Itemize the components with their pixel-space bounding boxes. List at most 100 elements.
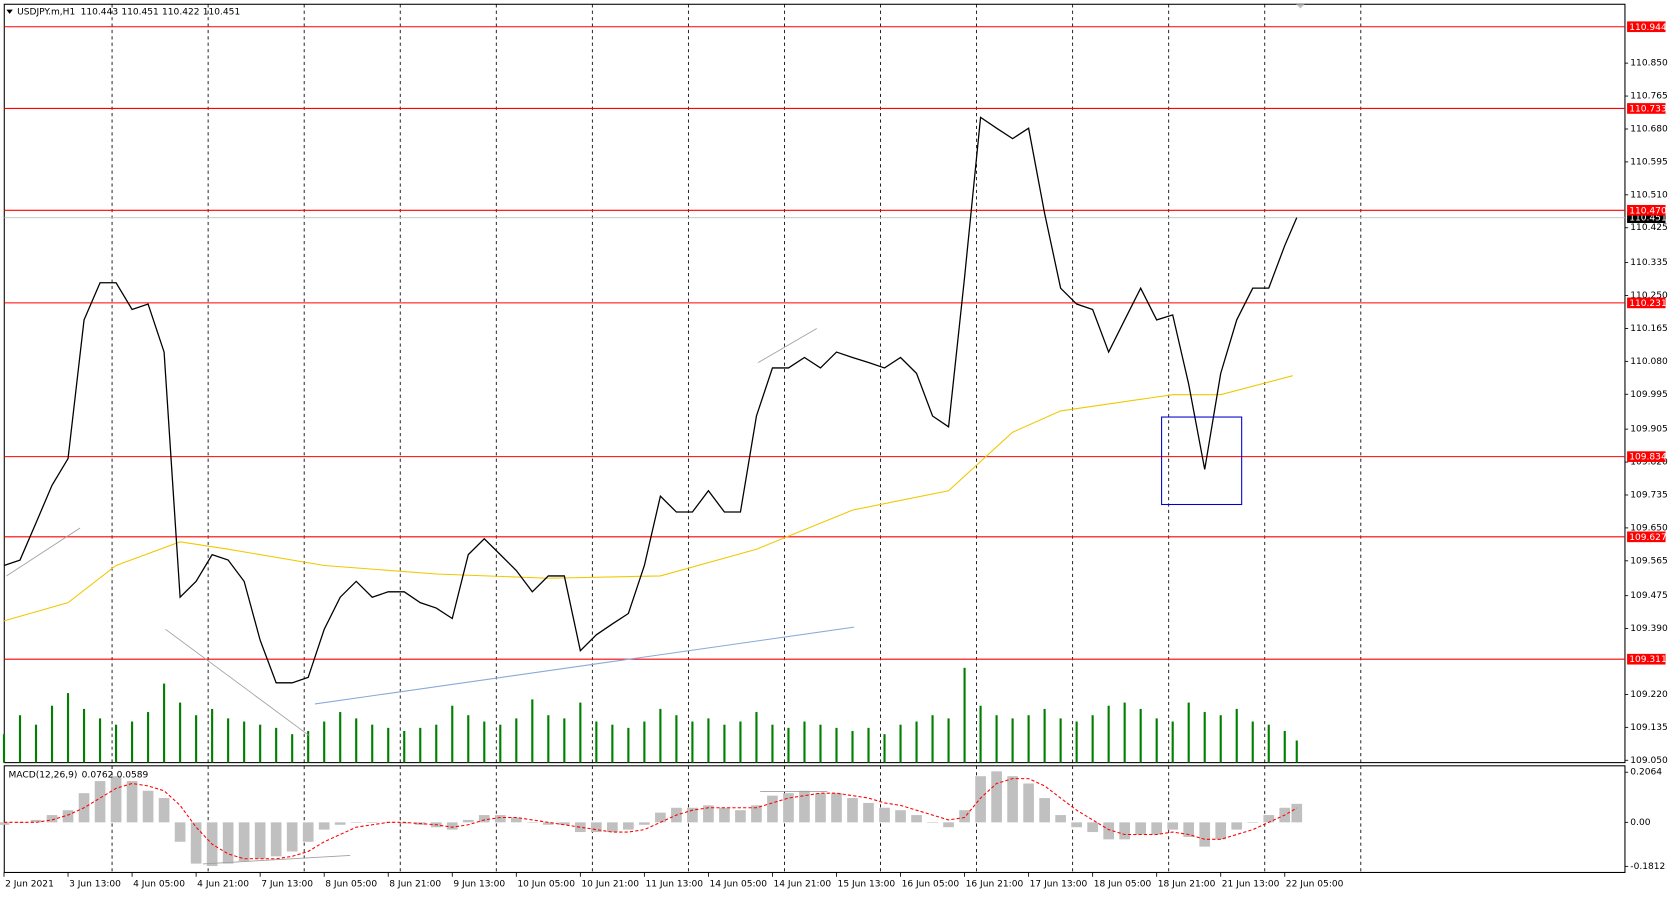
macd-header: MACD(12,26,9) 0.0762 0.0589 [9,770,149,780]
volume-bar [1107,705,1110,763]
trendline [757,328,817,364]
macd-bar [558,822,570,825]
x-tick-label: 17 Jun 13:00 [1030,880,1088,890]
y-tick-label: 110.765 [1630,92,1668,102]
menu-triangle [6,9,13,14]
macd-bar [446,822,458,830]
volume-bar [1091,715,1094,763]
macd-bar [30,819,42,823]
volume-bar [1011,718,1014,763]
volume-bar [355,718,358,763]
volume-bar [979,705,982,763]
volume-bar [931,715,934,763]
volume-bar [739,721,742,763]
macd-bar [1215,822,1227,840]
volume-bar [275,727,278,763]
level-box [1627,531,1666,543]
volume-bar [547,715,550,763]
macd-bar [398,822,410,824]
volume-bar [595,721,598,763]
macd-bar [142,790,154,823]
macd-bar [863,802,874,823]
level-label: 110.231 [1629,299,1667,309]
macd-bar [1231,822,1243,830]
macd-bar [94,781,106,823]
macd-bar [1023,783,1034,823]
macd-bar [1199,822,1211,847]
x-tick-label: 14 Jun 21:00 [774,880,832,890]
marks-layer [0,116,1303,867]
volume-bar [131,721,134,763]
y-tick-label: 109.135 [1630,723,1668,733]
moving-average [3,375,1293,622]
level-box [1627,103,1666,114]
volume-bar [771,724,774,763]
level-label: 110.733 [1629,104,1667,114]
macd-bar [1039,798,1050,823]
x-tick-label: 21 Jun 13:00 [1222,880,1280,890]
bar-open: 110.443 [81,7,119,17]
level-label: 109.311 [1629,655,1667,665]
volume-bar [1235,708,1238,763]
macd-bar [1119,822,1130,840]
x-tick-label: 3 Jun 13:00 [69,880,121,890]
macd-value: 0.0762 [82,770,114,780]
trendline [6,527,81,577]
volume-bar [867,727,870,763]
level-box [1627,204,1666,216]
x-tick-label: 10 Jun 05:00 [517,880,575,890]
volume-bar [755,712,758,763]
macd-bar [911,815,922,823]
macd-bar [0,822,10,825]
symbol-title: USDJPY.m,H1 [17,7,75,17]
level-label: 109.834 [1629,453,1667,463]
macd-bar [719,807,730,823]
x-tick-label: 2 Jun 2021 [5,880,54,890]
volume-bar [1139,708,1142,763]
volume-bar [1155,718,1158,763]
macd-bar [623,822,634,830]
y-tick-label: 110.335 [1630,258,1668,268]
macd-bar [879,807,890,823]
macd-bar [959,810,970,823]
macd-bar [751,805,762,823]
y-tick-label: 109.820 [1630,458,1668,468]
level-box [1627,297,1666,309]
volume-bar [963,667,966,763]
volume-bar [371,724,374,763]
x-tick-label: 16 Jun 21:00 [966,880,1024,890]
bar-low: 110.422 [162,7,200,17]
x-tick-label: 18 Jun 05:00 [1094,880,1152,890]
y-tick-label: 0.00 [1630,818,1650,828]
macd-bar [1087,822,1098,833]
volume-bar [483,721,486,763]
volume-bar [1075,721,1078,763]
volume-bar [1295,740,1298,763]
macd-bar [895,810,906,823]
y-tick-label: 109.220 [1630,690,1668,700]
macd-bar [815,793,826,823]
level-box [1627,21,1666,33]
macd-bar [927,822,938,823]
x-tick-label: 15 Jun 13:00 [838,880,896,890]
volume-bar [451,705,454,763]
x-tick-label: 8 Jun 21:00 [389,880,441,890]
volume-bar [563,718,566,763]
volume-bar [1219,715,1222,763]
volume-bar [611,724,614,763]
macd-bar [1167,822,1179,830]
volume-bar [915,721,918,763]
y-tick-label: 109.995 [1630,390,1668,400]
macd-bar [575,822,586,833]
y-tick-label: 109.735 [1630,490,1668,500]
level-label: 110.944 [1629,23,1667,33]
volume-bar [691,721,694,763]
macd-panel-frame [3,765,1626,874]
volume-bar [259,724,262,763]
volume-bar [1283,731,1286,763]
volume-bar [82,708,86,763]
volume-bar [1171,721,1174,763]
volume-bar [627,727,630,763]
macd-bar [991,771,1002,823]
